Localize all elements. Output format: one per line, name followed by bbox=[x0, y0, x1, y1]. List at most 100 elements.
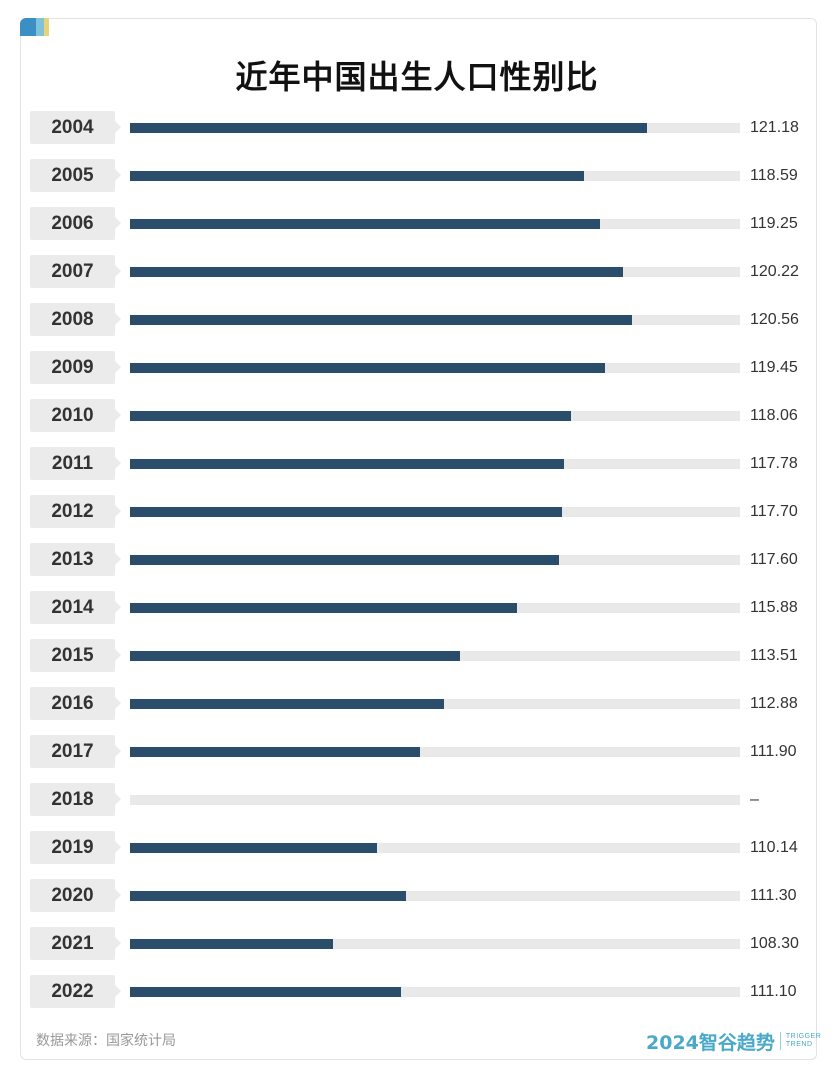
year-label-box: 2021 bbox=[30, 927, 115, 960]
value-label: 119.25 bbox=[750, 215, 798, 232]
year-label-pointer bbox=[115, 697, 121, 709]
year-label-box: 2022 bbox=[30, 975, 115, 1008]
bar-row: 2014 115.88 bbox=[0, 591, 834, 627]
bar bbox=[130, 987, 401, 997]
year-tick-label: 2008 bbox=[51, 309, 94, 330]
year-label-box: 2004 bbox=[30, 111, 115, 144]
year-label-pointer bbox=[115, 409, 121, 421]
value-label: 111.10 bbox=[750, 983, 797, 1000]
bar bbox=[130, 219, 600, 229]
year-label-pointer bbox=[115, 313, 121, 325]
bar-track bbox=[130, 603, 740, 613]
value-label: – bbox=[750, 791, 759, 808]
year-label-pointer bbox=[115, 601, 121, 613]
year-label-box: 2005 bbox=[30, 159, 115, 192]
bar-row: 2016 112.88 bbox=[0, 687, 834, 723]
bar-row: 2011 117.78 bbox=[0, 447, 834, 483]
year-tick-label: 2021 bbox=[51, 933, 94, 954]
year-label-box: 2016 bbox=[30, 687, 115, 720]
year-label-box: 2007 bbox=[30, 255, 115, 288]
value-label: 111.90 bbox=[750, 743, 797, 760]
bar-track bbox=[130, 795, 740, 805]
bar bbox=[130, 555, 560, 565]
bar-track bbox=[130, 987, 740, 997]
bar-row: 2005 118.59 bbox=[0, 159, 834, 195]
bar-track bbox=[130, 747, 740, 757]
bar-row: 2004 121.18 bbox=[0, 111, 834, 147]
bar-row: 2018 – bbox=[0, 783, 834, 819]
logo-sub-line2: TREND bbox=[785, 1041, 813, 1048]
value-label: 112.88 bbox=[750, 695, 798, 712]
year-label-pointer bbox=[115, 937, 121, 949]
bar bbox=[130, 699, 445, 709]
logo-text: 2024智谷趋势 bbox=[646, 1031, 775, 1054]
bar-track bbox=[130, 891, 740, 901]
bar-row: 2010 118.06 bbox=[0, 399, 834, 435]
value-label: 120.22 bbox=[750, 263, 799, 280]
value-label: 119.45 bbox=[750, 359, 798, 376]
value-label: 111.30 bbox=[750, 887, 797, 904]
bar-track bbox=[130, 699, 740, 709]
year-tick-label: 2011 bbox=[51, 453, 94, 474]
year-label-box: 2006 bbox=[30, 207, 115, 240]
year-tick-label: 2005 bbox=[51, 165, 94, 186]
bar-row: 2022 111.10 bbox=[0, 975, 834, 1011]
bar-track bbox=[130, 939, 740, 949]
chart-title: 近年中国出生人口性别比 bbox=[235, 58, 599, 96]
year-tick-label: 2006 bbox=[51, 213, 94, 234]
chart-card bbox=[20, 18, 817, 1060]
bar-row: 2015 113.51 bbox=[0, 639, 834, 675]
year-label-pointer bbox=[115, 553, 121, 565]
year-label-pointer bbox=[115, 889, 121, 901]
year-tick-label: 2012 bbox=[51, 501, 94, 522]
year-tick-label: 2004 bbox=[51, 117, 94, 138]
year-tick-label: 2019 bbox=[51, 837, 94, 858]
bar-row: 2007 120.22 bbox=[0, 255, 834, 291]
year-label-box: 2018 bbox=[30, 783, 115, 816]
bar bbox=[130, 123, 647, 133]
bar-track bbox=[130, 171, 740, 181]
year-label-box: 2012 bbox=[30, 495, 115, 528]
year-label-pointer bbox=[115, 217, 121, 229]
year-tick-label: 2022 bbox=[51, 981, 94, 1002]
bar bbox=[130, 507, 562, 517]
value-label: 108.30 bbox=[750, 935, 799, 952]
value-label: 121.18 bbox=[750, 119, 799, 136]
value-label: 117.60 bbox=[750, 551, 798, 568]
year-label-box: 2011 bbox=[30, 447, 115, 480]
year-tick-label: 2009 bbox=[51, 357, 94, 378]
value-label: 117.70 bbox=[750, 503, 798, 520]
value-label: 115.88 bbox=[750, 599, 798, 616]
bar bbox=[130, 939, 333, 949]
bar-track bbox=[130, 411, 740, 421]
corner-accent bbox=[20, 18, 50, 36]
year-label-pointer bbox=[115, 169, 121, 181]
bar-track bbox=[130, 555, 740, 565]
bar-track bbox=[130, 459, 740, 469]
year-label-box: 2017 bbox=[30, 735, 115, 768]
bar bbox=[130, 363, 605, 373]
bar bbox=[130, 459, 564, 469]
value-label: 113.51 bbox=[750, 647, 798, 664]
year-tick-label: 2013 bbox=[51, 549, 94, 570]
bar bbox=[130, 267, 624, 277]
value-label: 117.78 bbox=[750, 455, 798, 472]
value-label: 118.59 bbox=[750, 167, 798, 184]
year-tick-label: 2007 bbox=[51, 261, 94, 282]
year-label-box: 2009 bbox=[30, 351, 115, 384]
bar bbox=[130, 891, 406, 901]
year-tick-label: 2020 bbox=[51, 885, 94, 906]
logo-subtext: TRIGGER TREND bbox=[786, 1033, 821, 1049]
year-label-pointer bbox=[115, 745, 121, 757]
bar bbox=[130, 171, 584, 181]
year-label-pointer bbox=[115, 985, 121, 997]
bar bbox=[130, 603, 518, 613]
bar-track bbox=[130, 363, 740, 373]
bar-row: 2013 117.60 bbox=[0, 543, 834, 579]
bar bbox=[130, 651, 460, 661]
year-tick-label: 2018 bbox=[51, 789, 94, 810]
bar-track bbox=[130, 651, 740, 661]
bar bbox=[130, 843, 378, 853]
bar-row: 2017 111.90 bbox=[0, 735, 834, 771]
bar-row: 2008 120.56 bbox=[0, 303, 834, 339]
